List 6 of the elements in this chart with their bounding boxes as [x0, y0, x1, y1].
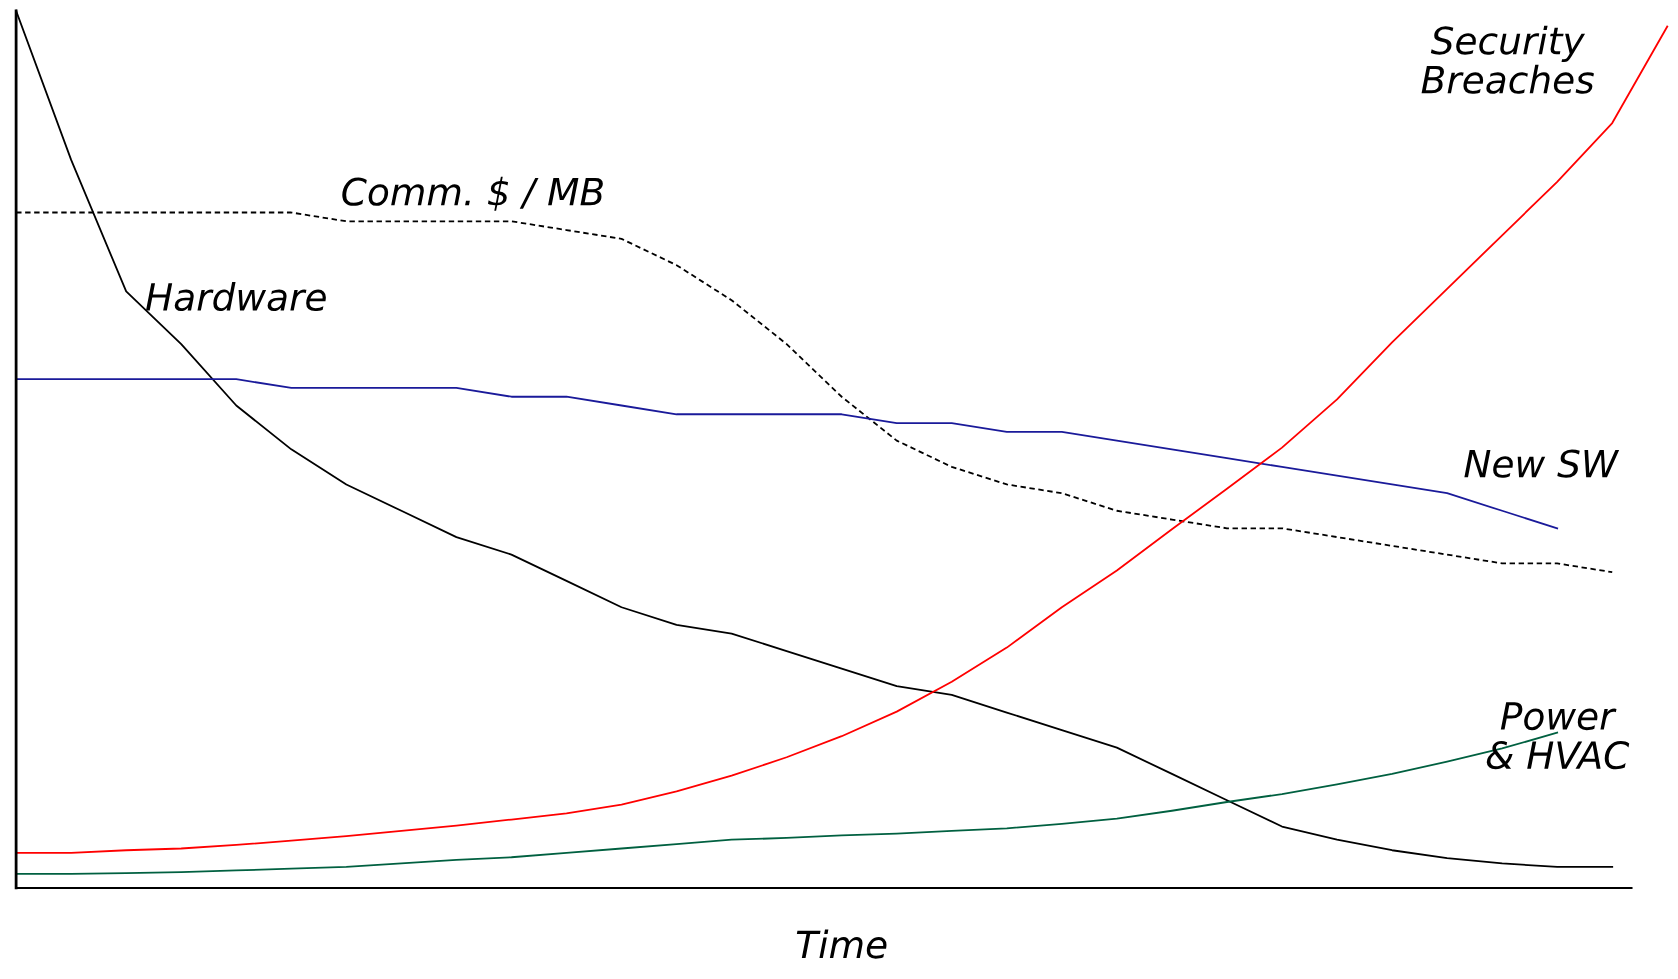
series-label: New SW	[1464, 449, 1620, 478]
series-label: Hardware	[146, 282, 326, 312]
series-label: Security Breaches	[1421, 25, 1594, 94]
x-axis-title: Time	[796, 929, 887, 959]
series-label: Comm. $ / MB	[342, 176, 603, 211]
series-label: Power & HVAC	[1486, 702, 1630, 770]
